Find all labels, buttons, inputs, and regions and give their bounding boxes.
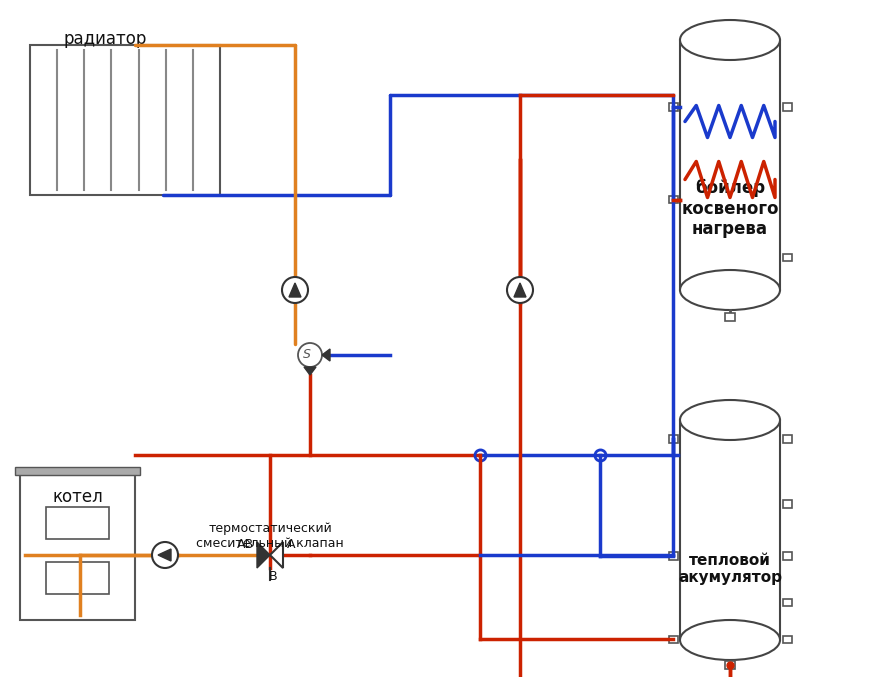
Circle shape bbox=[282, 277, 308, 303]
Circle shape bbox=[152, 542, 178, 568]
Polygon shape bbox=[289, 283, 301, 297]
Text: бойлер
косвеного
нагрева: бойлер косвеного нагрева bbox=[681, 179, 779, 238]
Bar bbox=[782, 254, 792, 261]
Polygon shape bbox=[680, 420, 780, 640]
Bar bbox=[669, 435, 677, 443]
Circle shape bbox=[507, 277, 533, 303]
Bar bbox=[669, 196, 677, 203]
Bar bbox=[669, 552, 677, 560]
Text: B: B bbox=[269, 570, 278, 583]
Bar bbox=[782, 435, 792, 443]
Polygon shape bbox=[270, 542, 283, 568]
Text: радиатор: радиатор bbox=[64, 30, 147, 48]
Text: котел: котел bbox=[52, 487, 103, 506]
Ellipse shape bbox=[680, 270, 780, 310]
Polygon shape bbox=[514, 283, 526, 297]
Polygon shape bbox=[257, 542, 270, 568]
Bar bbox=[15, 467, 140, 475]
Text: термостатический
смесительный клапан: термостатический смесительный клапан bbox=[196, 522, 344, 550]
Polygon shape bbox=[322, 349, 330, 361]
Bar bbox=[782, 104, 792, 110]
Bar bbox=[46, 507, 109, 539]
Bar bbox=[46, 562, 109, 594]
Ellipse shape bbox=[680, 620, 780, 660]
Bar bbox=[725, 661, 735, 669]
Bar bbox=[20, 475, 135, 620]
Bar bbox=[30, 45, 220, 195]
Ellipse shape bbox=[680, 20, 780, 60]
Bar bbox=[782, 500, 792, 508]
Bar bbox=[782, 599, 792, 607]
Bar bbox=[782, 552, 792, 560]
Text: S: S bbox=[303, 347, 311, 360]
Bar bbox=[669, 636, 677, 642]
Text: A: A bbox=[286, 538, 295, 551]
Bar bbox=[669, 104, 677, 110]
Polygon shape bbox=[304, 367, 316, 375]
Text: AB: AB bbox=[237, 538, 253, 551]
Polygon shape bbox=[680, 40, 780, 290]
Polygon shape bbox=[158, 549, 171, 561]
Circle shape bbox=[298, 343, 322, 367]
Text: тепловой
акумулятор: тепловой акумулятор bbox=[678, 553, 782, 585]
Bar bbox=[725, 313, 735, 321]
Bar bbox=[782, 636, 792, 642]
Ellipse shape bbox=[680, 400, 780, 440]
